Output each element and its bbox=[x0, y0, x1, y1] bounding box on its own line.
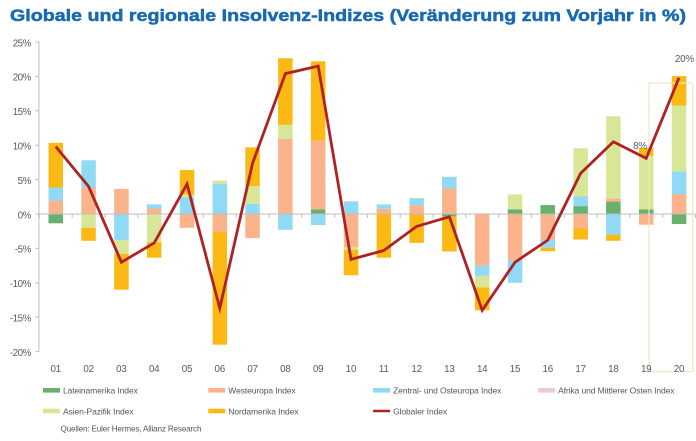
svg-text:-10%: -10% bbox=[10, 279, 32, 290]
svg-text:Globale und regionale Insolven: Globale und regionale Insolvenz-Indizes … bbox=[10, 7, 686, 25]
svg-text:12: 12 bbox=[411, 364, 422, 375]
svg-text:10%: 10% bbox=[13, 142, 32, 153]
svg-text:16: 16 bbox=[543, 364, 554, 375]
svg-text:01: 01 bbox=[51, 364, 62, 375]
svg-text:20%: 20% bbox=[13, 73, 32, 84]
svg-text:03: 03 bbox=[116, 364, 127, 375]
svg-text:02: 02 bbox=[83, 364, 94, 375]
svg-text:15: 15 bbox=[510, 364, 521, 375]
svg-text:19: 19 bbox=[641, 364, 652, 375]
svg-text:8%: 8% bbox=[633, 141, 647, 152]
svg-text:14: 14 bbox=[477, 364, 488, 375]
svg-text:07: 07 bbox=[247, 364, 258, 375]
svg-text:18: 18 bbox=[608, 364, 619, 375]
svg-text:Lateinamerika Index: Lateinamerika Index bbox=[63, 386, 138, 396]
svg-text:13: 13 bbox=[444, 364, 455, 375]
svg-text:15%: 15% bbox=[13, 107, 32, 118]
svg-text:Quellen: Euler Hermes, Allianz: Quellen: Euler Hermes, Allianz Research bbox=[61, 424, 202, 433]
svg-text:-15%: -15% bbox=[10, 314, 32, 325]
svg-text:Nordamerika Index: Nordamerika Index bbox=[228, 406, 299, 416]
svg-text:20%: 20% bbox=[675, 54, 694, 65]
svg-text:-20%: -20% bbox=[10, 348, 32, 359]
svg-text:05: 05 bbox=[182, 364, 193, 375]
svg-text:Globaler Index: Globaler Index bbox=[393, 406, 448, 416]
svg-text:Westeuropa Index: Westeuropa Index bbox=[228, 386, 296, 396]
svg-text:20: 20 bbox=[674, 364, 685, 375]
svg-text:04: 04 bbox=[149, 364, 160, 375]
svg-text:06: 06 bbox=[215, 364, 226, 375]
svg-text:Asien-Pazifik Index: Asien-Pazifik Index bbox=[63, 406, 134, 416]
svg-text:25%: 25% bbox=[13, 38, 32, 49]
svg-text:17: 17 bbox=[575, 364, 586, 375]
svg-text:-5%: -5% bbox=[15, 245, 32, 256]
svg-text:11: 11 bbox=[379, 364, 389, 375]
svg-text:08: 08 bbox=[280, 364, 291, 375]
svg-text:5%: 5% bbox=[18, 176, 32, 187]
svg-text:Zentral- und Osteuropa Index: Zentral- und Osteuropa Index bbox=[393, 386, 502, 396]
svg-text:10: 10 bbox=[346, 364, 357, 375]
svg-text:09: 09 bbox=[313, 364, 324, 375]
svg-text:0%: 0% bbox=[18, 210, 32, 221]
svg-text:Afrika und Mittlerer Osten Ind: Afrika und Mittlerer Osten Index bbox=[558, 386, 675, 396]
